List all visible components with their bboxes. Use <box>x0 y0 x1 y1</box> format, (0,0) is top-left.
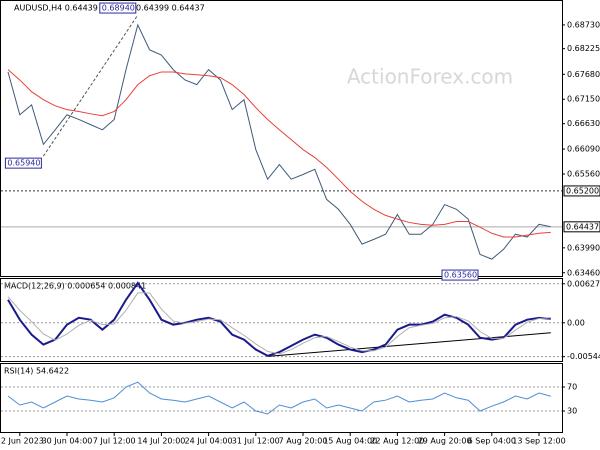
annotation-label: 0.63560 <box>444 271 477 280</box>
level-label-box <box>563 221 600 233</box>
x-tick-label: 31 Jul 12:00 <box>232 437 280 446</box>
x-tick-label: 24 Jul 04:00 <box>185 437 233 446</box>
x-tick-label: 29 Aug 20:00 <box>418 437 472 446</box>
y-tick-label: 0.66090 <box>567 145 600 154</box>
y-tick-label: 0.68225 <box>567 44 600 53</box>
y-tick-label: 0.63460 <box>567 268 600 277</box>
y-tick-label: 0.006275 <box>567 279 600 288</box>
annotation-box <box>4 157 42 169</box>
x-tick-label: 30 Jun 04:00 <box>42 437 93 446</box>
series-line <box>7 292 551 355</box>
series-line <box>7 381 551 415</box>
x-tick-label: 7 Aug 20:00 <box>279 437 328 446</box>
series-line <box>7 281 551 357</box>
x-tick-label: 22 Jun 2023 <box>0 437 44 446</box>
annotation-box <box>441 269 479 281</box>
level-label-box <box>563 185 600 197</box>
series-line <box>7 23 551 260</box>
y-tick-label: 0.67680 <box>567 70 600 79</box>
level-label: 0.65200 <box>566 186 599 195</box>
y-tick-label: 0.66630 <box>567 119 600 128</box>
dashed-trendline <box>42 14 139 157</box>
y-tick-label: 70 <box>567 383 577 392</box>
y-tick-label: 30 <box>567 407 577 416</box>
level-label: 0.64437 <box>566 222 599 231</box>
rsi-header: RSI(14) 54.6422 <box>4 367 69 376</box>
x-tick-label: 6 Sep 04:00 <box>468 437 516 446</box>
y-tick-label: 0.67150 <box>567 95 600 104</box>
x-tick-label: 22 Aug 12:00 <box>370 437 424 446</box>
x-tick-label: 7 Jul 12:00 <box>93 437 136 446</box>
x-tick-label: 15 Aug 04:00 <box>323 437 377 446</box>
rsi-frame <box>0 363 563 433</box>
price-frame <box>0 0 563 277</box>
annotation-label: 0.68940 <box>102 4 135 13</box>
macd-frame <box>0 278 563 362</box>
watermark: ActionForex.com <box>347 65 513 89</box>
y-tick-label: 0.63990 <box>567 243 600 252</box>
y-tick-label: -0.005446 <box>567 352 600 361</box>
annotation-label: 0.65940 <box>7 159 40 168</box>
y-tick-label: 0.00 <box>567 318 585 327</box>
series-line <box>7 69 551 238</box>
x-tick-label: 14 Jul 20:00 <box>137 437 185 446</box>
y-tick-label: 0.65560 <box>567 170 600 179</box>
annotation-box <box>99 2 137 14</box>
y-tick-label: 0.68730 <box>567 20 600 29</box>
macd-header: MACD(12,26,9) 0.000654 0.000841 <box>4 282 146 291</box>
x-tick-label: 13 Sep 12:00 <box>512 437 565 446</box>
